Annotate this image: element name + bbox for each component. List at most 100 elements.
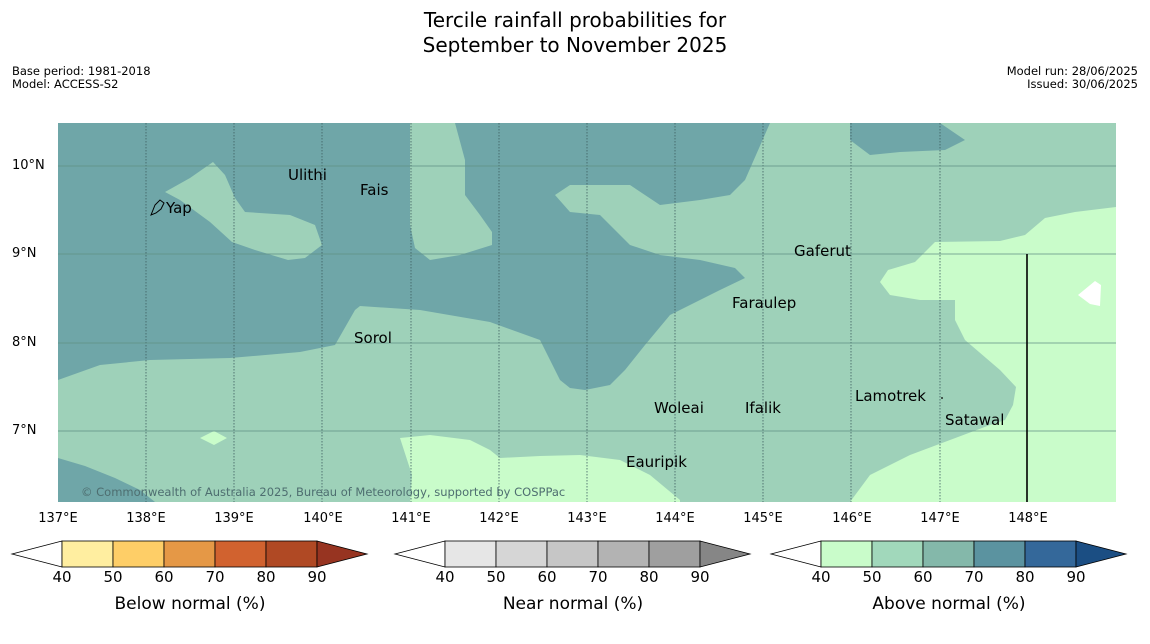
colorbar-tick-label: 80 xyxy=(639,568,659,586)
colorbar-segment xyxy=(444,540,497,568)
colorbar-tick-label: 70 xyxy=(588,568,608,586)
colorbar-above-normal xyxy=(769,540,1128,568)
place-lamotrek: Lamotrek xyxy=(855,387,943,405)
lon-label-140e: 140°E xyxy=(303,511,343,526)
place-label-sorol: Sorol xyxy=(354,329,392,347)
colorbar-segment xyxy=(163,540,216,568)
place-label-gaferut: Gaferut xyxy=(794,242,851,260)
colorbar-extend-low xyxy=(10,540,63,568)
colorbar-title-near: Near normal (%) xyxy=(502,594,644,614)
colorbar-segment xyxy=(922,540,975,568)
issued-text: Issued: 30/06/2025 xyxy=(1027,77,1138,91)
colorbar-segment xyxy=(61,540,114,568)
colorbar-near-normal xyxy=(393,540,752,568)
colorbar-segment xyxy=(495,540,548,568)
meta-right: Model run: 28/06/2025 Issued: 30/06/2025 xyxy=(1007,65,1138,91)
colorbar-tick-label: 50 xyxy=(103,568,123,586)
place-yap: Yap xyxy=(165,199,192,217)
place-label-faraulep: Faraulep xyxy=(732,294,796,312)
lon-label-143e: 143°E xyxy=(567,511,607,526)
colorbar-segment xyxy=(648,540,701,568)
place-dot-lamotrek xyxy=(941,397,943,399)
colorbar-tick-label: 90 xyxy=(690,568,710,586)
region-white-patch xyxy=(1078,281,1101,306)
lon-label-139e: 139°E xyxy=(214,511,254,526)
region-mid-green-west xyxy=(165,162,322,260)
colorbar-tick-label: 90 xyxy=(307,568,327,586)
colorbar-tick-label: 60 xyxy=(537,568,557,586)
colorbar-segment xyxy=(214,540,267,568)
lat-label-9n: 9°N xyxy=(12,246,37,261)
lon-label-141e: 141°E xyxy=(391,511,431,526)
map-title: Tercile rainfall probabilities for Septe… xyxy=(0,8,1150,58)
lon-label-145e: 145°E xyxy=(743,511,783,526)
colorbar-segment xyxy=(820,540,873,568)
colorbar-tick-label: 70 xyxy=(964,568,984,586)
colorbar-tick-label: 50 xyxy=(486,568,506,586)
colorbar-segment xyxy=(112,540,165,568)
place-eauripik: Eauripik xyxy=(626,453,687,471)
colorbar-segment xyxy=(597,540,650,568)
lat-label-7n: 7°N xyxy=(12,423,37,438)
meta-left: Base period: 1981-2018 Model: ACCESS-S2 xyxy=(12,65,151,91)
lon-label-148e: 148°E xyxy=(1008,511,1048,526)
lat-label-10n: 10°N xyxy=(12,158,45,173)
place-woleai: Woleai xyxy=(654,399,704,417)
colorbar-segment xyxy=(546,540,599,568)
colorbar-segment xyxy=(871,540,924,568)
colorbar-tick-label: 40 xyxy=(811,568,831,586)
colorbar-tick-label: 60 xyxy=(913,568,933,586)
yap-island xyxy=(150,199,165,216)
lon-label-142e: 142°E xyxy=(479,511,519,526)
colorbar-segment xyxy=(265,540,318,568)
place-label-lamotrek: Lamotrek xyxy=(855,387,926,405)
colorbar-tick-label: 90 xyxy=(1066,568,1086,586)
title-line-2: September to November 2025 xyxy=(422,33,728,57)
colorbar-tick-label: 60 xyxy=(154,568,174,586)
colorbar-tick-label: 80 xyxy=(256,568,276,586)
region-mid-green-north xyxy=(410,123,492,260)
model-text: Model: ACCESS-S2 xyxy=(12,77,119,91)
region-dark-teal-sw xyxy=(58,458,155,502)
colorbar-extend-high xyxy=(699,540,752,568)
lon-label-147e: 147°E xyxy=(920,511,960,526)
title-line-1: Tercile rainfall probabilities for xyxy=(423,8,727,32)
colorbar-tick-label: 50 xyxy=(862,568,882,586)
colorbar-segment xyxy=(973,540,1026,568)
colorbar-extend-low xyxy=(393,540,446,568)
place-label-satawal: Satawal xyxy=(945,411,1004,429)
place-label-ifalik: Ifalik xyxy=(745,399,781,417)
graticule xyxy=(58,123,1116,502)
model-run-text: Model run: 28/06/2025 xyxy=(1006,64,1138,78)
region-light-green-islet xyxy=(200,431,227,445)
colorbar-title-above: Above normal (%) xyxy=(872,594,1026,614)
colorbar-tick-label: 40 xyxy=(435,568,455,586)
place-ulithi: Ulithi xyxy=(288,166,327,184)
place-faraulep: Faraulep xyxy=(732,294,796,312)
lon-label-137e: 137°E xyxy=(38,511,78,526)
place-label-yap: Yap xyxy=(165,199,192,217)
colorbar-tick-label: 80 xyxy=(1015,568,1035,586)
region-light-green-south xyxy=(400,435,680,502)
place-label-woleai: Woleai xyxy=(654,399,704,417)
place-label-fais: Fais xyxy=(360,181,389,199)
lon-label-138e: 138°E xyxy=(126,511,166,526)
base-period-text: Base period: 1981-2018 xyxy=(12,64,151,78)
place-ifalik: Ifalik xyxy=(745,399,781,417)
place-gaferut: Gaferut xyxy=(794,242,851,260)
region-light-green-east xyxy=(850,207,1116,502)
lon-label-144e: 144°E xyxy=(655,511,695,526)
region-dark-teal-ne xyxy=(850,123,965,155)
place-satawal: Satawal xyxy=(945,411,1004,429)
region-mid-green-main xyxy=(58,123,1116,502)
colorbar-extend-high xyxy=(316,540,369,568)
colorbar-title-below: Below normal (%) xyxy=(114,594,266,614)
copyright-text: © Commonwealth of Australia 2025, Bureau… xyxy=(81,485,565,499)
lon-label-146e: 146°E xyxy=(832,511,872,526)
colorbar-extend-high xyxy=(1075,540,1128,568)
lat-label-8n: 8°N xyxy=(12,335,37,350)
colorbar-segment xyxy=(1024,540,1077,568)
colorbar-extend-low xyxy=(769,540,822,568)
colorbar-tick-label: 70 xyxy=(205,568,225,586)
